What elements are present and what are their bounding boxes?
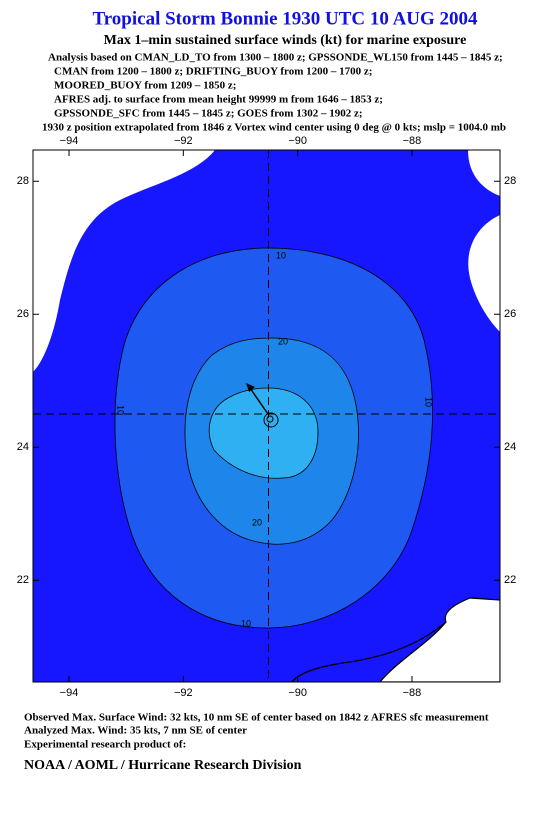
x-tick-label: −94 [60, 135, 79, 147]
wind-field [33, 150, 500, 682]
motion-vector [249, 387, 269, 415]
y-tick-label: 22 [17, 574, 29, 586]
y-tick-label: 26 [17, 308, 29, 320]
contour [263, 412, 279, 428]
y-tick-label: 24 [504, 441, 516, 453]
footer-line: Analyzed Max. Wind: 35 kts, 7 nm SE of c… [24, 725, 247, 737]
contour-labels: 10 10 10 20 20 10 [116, 250, 434, 628]
calm-area [468, 215, 500, 332]
header-line: Analysis based on CMAN_LD_TO from 1300 –… [48, 52, 503, 64]
y-tick-label: 22 [504, 574, 516, 586]
x-tick-label: −92 [174, 687, 193, 699]
header-line: CMAN from 1200 – 1800 z; DRIFTING_BUOY f… [54, 66, 372, 78]
x-tick-label: −90 [288, 135, 307, 147]
header-line: AFRES adj. to surface from mean height 9… [54, 94, 383, 106]
contour-label: 10 [116, 405, 126, 415]
arrowhead [246, 383, 255, 392]
y-tick-label: 24 [17, 441, 29, 453]
x-tick-label: −90 [288, 687, 307, 699]
organization: NOAA / AOML / Hurricane Research Divisio… [24, 758, 302, 773]
contour-label: 10 [424, 397, 434, 407]
contour-label: 20 [278, 336, 288, 346]
header-line: GPSSONDE_SFC from 1445 – 1845 z; GOES fr… [54, 108, 363, 120]
coastline [291, 621, 447, 682]
plot-frame [32, 149, 501, 683]
calm-area [468, 150, 500, 196]
contour-label: 20 [252, 517, 262, 527]
subtitle: Max 1–min sustained surface winds (kt) f… [104, 33, 467, 48]
footer-line: Experimental research product of: [24, 739, 186, 751]
x-tick-label: −94 [60, 687, 79, 699]
calm-area [33, 150, 215, 372]
x-tick-label: −88 [403, 135, 422, 147]
y-tick-label: 28 [504, 175, 516, 187]
title: Tropical Storm Bonnie 1930 UTC 10 AUG 20… [92, 8, 478, 29]
contour-label: 10 [276, 250, 286, 260]
footer-line: Observed Max. Surface Wind: 32 kts, 10 n… [24, 712, 489, 724]
x-tick-label: −92 [174, 135, 193, 147]
contour-label: 10 [241, 618, 251, 628]
wind-band [208, 387, 319, 479]
header-line: MOORED_BUOY from 1209 – 1850 z; [54, 80, 236, 92]
y-tick-label: 26 [504, 308, 516, 320]
x-tick-label: −88 [403, 687, 422, 699]
contour [266, 415, 274, 423]
y-tick-label: 28 [17, 175, 29, 187]
land [379, 597, 500, 682]
header-line: 1930 z position extrapolated from 1846 z… [42, 122, 506, 134]
